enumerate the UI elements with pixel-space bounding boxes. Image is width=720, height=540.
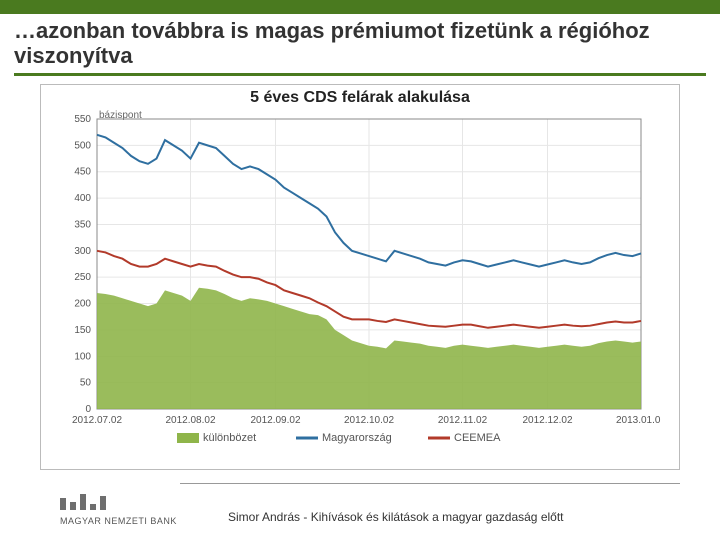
cds-chart-container: 5 éves CDS felárak alakulása 0 50 100 150 20… bbox=[40, 84, 680, 470]
svg-text:2012.10.02: 2012.10.02 bbox=[344, 415, 394, 426]
svg-text:2012.11.02: 2012.11.02 bbox=[438, 415, 488, 426]
svg-text:2012.12.02: 2012.12.02 bbox=[522, 415, 572, 426]
mnb-logo: MAGYAR NEMZETI BANK bbox=[60, 492, 210, 526]
svg-text:450: 450 bbox=[74, 166, 91, 177]
slide-footer: MAGYAR NEMZETI BANK Simor András - Kihív… bbox=[60, 483, 680, 526]
svg-text:500: 500 bbox=[74, 140, 91, 151]
svg-text:250: 250 bbox=[74, 272, 91, 283]
title-underline bbox=[14, 73, 706, 76]
svg-text:200: 200 bbox=[74, 298, 91, 309]
header-accent bbox=[0, 0, 720, 14]
svg-text:2012.09.02: 2012.09.02 bbox=[250, 415, 300, 426]
chart-title: 5 éves CDS felárak alakulása bbox=[41, 85, 679, 109]
svg-text:350: 350 bbox=[74, 219, 91, 230]
slide-title-block: …azonban továbbra is magas prémiumot fiz… bbox=[0, 14, 720, 71]
svg-text:550: 550 bbox=[74, 114, 91, 125]
svg-text:100: 100 bbox=[74, 351, 91, 362]
legend-label-kulonbozet: különbözet bbox=[203, 432, 256, 444]
footer-divider bbox=[180, 483, 680, 484]
svg-text:150: 150 bbox=[74, 325, 91, 336]
svg-text:400: 400 bbox=[74, 193, 91, 204]
legend-label-ceemea: CEEMEA bbox=[454, 432, 501, 444]
slide-title: …azonban továbbra is magas prémiumot fiz… bbox=[14, 18, 706, 69]
svg-text:2012.07.02: 2012.07.02 bbox=[72, 415, 122, 426]
footer-caption: Simor András - Kihívások és kilátások a … bbox=[228, 510, 564, 526]
svg-text:2013.01.02: 2013.01.02 bbox=[616, 415, 661, 426]
svg-text:50: 50 bbox=[80, 377, 92, 388]
svg-text:2012.08.02: 2012.08.02 bbox=[165, 415, 215, 426]
cds-chart: 050100150200250300350400450500550bázispo… bbox=[41, 109, 661, 469]
legend-swatch-kulonbozet bbox=[177, 433, 199, 443]
bank-name: MAGYAR NEMZETI BANK bbox=[60, 516, 177, 526]
svg-text:0: 0 bbox=[85, 404, 91, 415]
svg-text:300: 300 bbox=[74, 245, 91, 256]
legend-label-magyarorszag: Magyarország bbox=[322, 432, 392, 444]
